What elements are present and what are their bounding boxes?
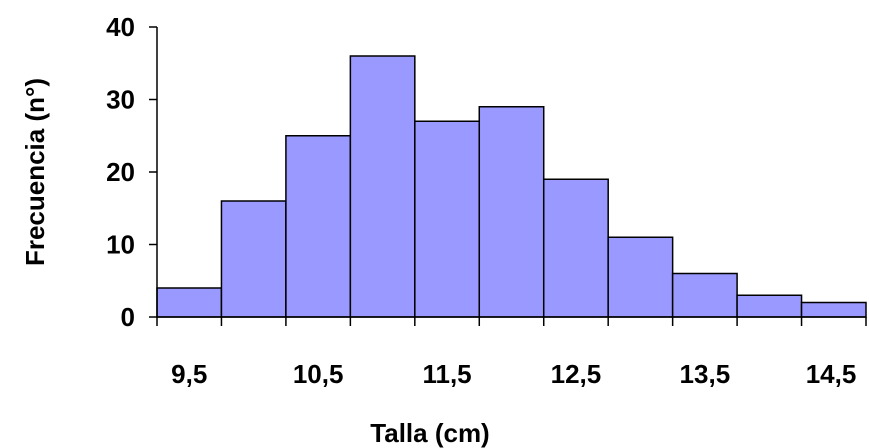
x-tick-label: 14,5 [806, 359, 857, 389]
x-tick-label: 13,5 [680, 359, 731, 389]
x-tick-label: 9,5 [171, 359, 207, 389]
x-ticks-group: 9,5 10,5 11,5 12,5 13,5 14,5 [156, 317, 867, 389]
y-tick-label: 30 [106, 85, 135, 115]
x-tick-label: 12,5 [551, 359, 602, 389]
histogram-bar [349, 55, 416, 318]
histogram-bar [671, 272, 738, 318]
y-tick-label: 10 [106, 230, 135, 260]
x-tick-label: 10,5 [293, 359, 344, 389]
histogram-bar [478, 106, 545, 318]
bars-group [156, 55, 867, 318]
y-axis-title: Frecuencia (n°) [20, 78, 50, 266]
histogram-bar [156, 287, 223, 318]
histogram-bar [800, 301, 867, 318]
histogram-bar [285, 135, 352, 318]
histogram-bar [607, 236, 674, 318]
histogram-bar [414, 120, 481, 318]
x-tick-label: 11,5 [422, 359, 471, 389]
histogram-bar [736, 294, 803, 318]
y-tick-label: 0 [121, 302, 135, 332]
x-axis-title: Talla (cm) [370, 418, 489, 448]
y-ticks-group: 0 10 20 30 40 [106, 12, 157, 332]
histogram-bar [220, 200, 287, 318]
y-tick-label: 20 [106, 157, 135, 187]
y-tick-label: 40 [106, 12, 135, 42]
histogram-bar [542, 178, 609, 318]
